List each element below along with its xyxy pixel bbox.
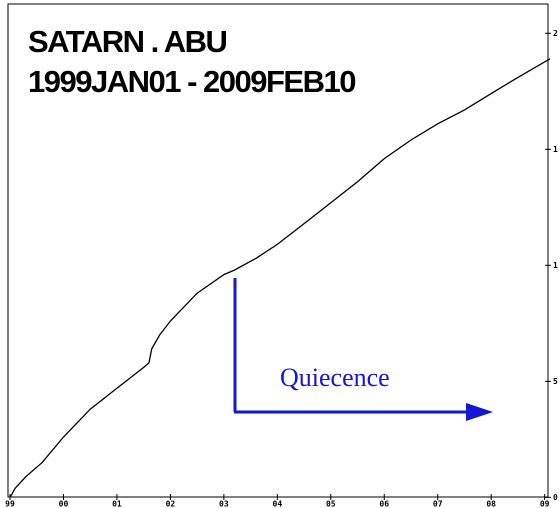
annotation: Quiecence bbox=[280, 363, 390, 392]
x-tick-label: 04 bbox=[273, 500, 283, 508]
y-tick-label: 1 bbox=[553, 261, 558, 270]
arrow-head bbox=[466, 403, 493, 421]
x-tick-label: 99 bbox=[5, 500, 15, 508]
y-tick-label: 5 bbox=[553, 377, 558, 386]
x-tick-label: 03 bbox=[219, 500, 229, 508]
y-tick-label: 0 bbox=[553, 493, 558, 502]
x-tick-label: 08 bbox=[486, 500, 496, 508]
y-tick-label: 2 bbox=[553, 29, 558, 38]
x-tick-label: 09 bbox=[540, 500, 550, 508]
data-line bbox=[9, 58, 551, 498]
plot-frame bbox=[7, 3, 549, 498]
x-tick-label: 01 bbox=[112, 500, 122, 508]
chart-subtitle: 1999JAN01 - 2009FEB10 bbox=[28, 64, 355, 99]
y-tick-label: 1 bbox=[553, 145, 558, 154]
x-tick-label: 06 bbox=[379, 500, 389, 508]
x-tick-label: 05 bbox=[326, 500, 336, 508]
x-tick-label: 02 bbox=[166, 500, 176, 508]
annotation-arrow bbox=[233, 278, 493, 421]
x-tick-label: 00 bbox=[59, 500, 69, 508]
x-tick-label: 07 bbox=[433, 500, 443, 508]
chart-title: SATARN . ABU bbox=[28, 24, 227, 59]
